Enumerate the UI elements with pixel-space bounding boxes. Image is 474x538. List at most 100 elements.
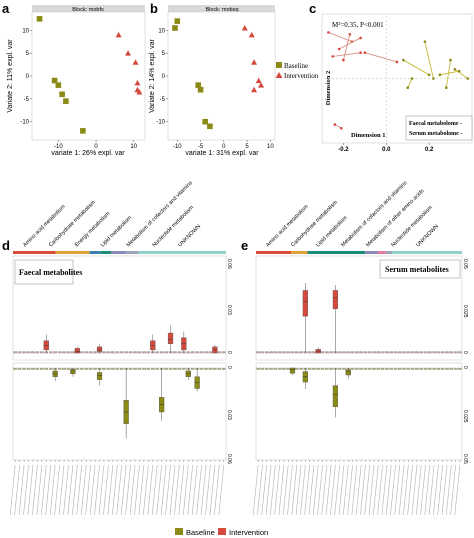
panel-d-xlabel-placeholder-18: [89, 464, 96, 516]
panel-c-legend-serum: Serum metabolome -: [409, 131, 462, 137]
panel-e-xlabel-placeholder-21: [342, 464, 349, 516]
panel-d-top-small-box-32: [155, 351, 159, 354]
panel-c-ylabel: Dimension 2: [325, 71, 332, 106]
legend-ab-intervention-label: Intervention: [284, 72, 319, 80]
panel-e-band-2: [307, 251, 366, 254]
panel-d-top-small-box-39: [186, 351, 191, 354]
panel-e-bottom-small-box-36: [410, 368, 415, 370]
panel-e-xlabel-placeholder-18: [330, 464, 336, 516]
panel-e-top-small-box-29: [380, 351, 385, 354]
panel-e-bottom-small-box-12: [307, 368, 312, 370]
panel-d-top-ytick-0: 0: [226, 351, 232, 354]
panel-d-xlabel-placeholder-17: [85, 464, 91, 516]
panel-e-top-small-box-3: [269, 351, 273, 354]
panel-d-xlabel-placeholder-14: [72, 464, 78, 516]
panel-d-baseline-box-2: [96, 372, 103, 380]
panel-c-legend-faecal: Faecal metabolome -: [409, 121, 462, 127]
panel-e-bottom-small-box-34: [402, 368, 406, 370]
panel-c-point-start-0-0: [402, 58, 405, 62]
panel-b-block-title: Block: mobsq: [205, 7, 238, 13]
panel-a-xtick-label-1: 0: [94, 144, 98, 150]
panel-e-xlabel-placeholder-3: [265, 464, 272, 516]
panel-d-top-ytick-2: 0.06: [226, 259, 232, 269]
panel-d-bottom-small-box-21: [106, 368, 111, 370]
panel-d-top-small-box-33: [159, 351, 164, 354]
panel-a-baseline-point-3: [59, 91, 65, 98]
panel-e-bottom-small-box-1: [260, 368, 265, 370]
panel-d-top-small-box-1: [17, 351, 22, 354]
panel-e-bottom-small-box-10: [299, 368, 303, 370]
panel-e-bottom-small-box-38: [419, 368, 423, 370]
panel-d-xlabel-placeholder-26: [125, 464, 131, 516]
panel-e-category-label-1: Carbohydrate metabolism: [290, 199, 339, 248]
panel-c-segment-1-1: [338, 37, 361, 50]
panel-d-top-small-box-37: [177, 351, 182, 354]
panel-e-xlabel-placeholder-15: [317, 464, 323, 516]
panel-e-bottom-small-box-47: [458, 368, 462, 370]
panel-d-bottom-small-box-8: [48, 368, 53, 370]
legend-bottom-intervention-label: Intervention: [229, 528, 268, 537]
panel-e-band-4: [377, 251, 386, 254]
panel-e-xlabel-placeholder-33: [394, 464, 401, 516]
panel-c-point-start-0-4: [410, 77, 414, 80]
panel-e-xlabel-placeholder-39: [420, 464, 426, 516]
panel-c-legend-box: [405, 115, 473, 141]
panel-e-category-label-0: Amino acid metabolism: [265, 204, 310, 249]
panel-e-top-small-box-45: [449, 351, 453, 354]
panel-d-xlabel-placeholder-47: [218, 464, 225, 516]
panel-d-top-plot: [12, 255, 227, 361]
panel-c-point-end-1-4: [339, 126, 343, 130]
panel-e-top-small-box-27: [372, 351, 376, 354]
panel-e-xlabel-placeholder-16: [321, 464, 328, 516]
panel-e-xlabel-placeholder-34: [398, 464, 405, 516]
panel-c-point-end-0-5: [457, 69, 461, 73]
panel-d-xlabel-placeholder-27: [129, 464, 136, 516]
panel-d-top-small-box-21: [106, 351, 111, 354]
panel-a-ytick-label-0: -10: [20, 120, 29, 126]
panel-e-top-plot: [255, 255, 463, 361]
panel-e-xlabel-placeholder-29: [377, 464, 383, 516]
panel-d-xlabel-placeholder-42: [196, 464, 202, 516]
panel-d-top-small-box-40: [190, 351, 195, 354]
panel-d-xlabel-placeholder-33: [156, 464, 162, 516]
panel-c-point-start-0-2: [449, 58, 452, 62]
panel-d-xlabel-placeholder-34: [160, 464, 167, 516]
panel-d-bottom-small-box-47: [222, 368, 226, 370]
panel-e-bottom-small-box-33: [398, 368, 402, 370]
panel-e-bottom-small-box-27: [372, 368, 376, 370]
panel-d-xlabel-placeholder-4: [27, 464, 34, 516]
panel-d-xlabel-placeholder-5: [32, 464, 38, 516]
panel-e-bottom-small-box-31: [389, 368, 393, 370]
panel-e-top-small-box-23: [355, 351, 359, 354]
panel-letter-c: c: [309, 1, 316, 16]
panel-d-top-small-box-25: [124, 351, 128, 354]
panel-c-point-start-0-1: [423, 40, 427, 43]
panel-d-bottom-small-box-0: [13, 368, 17, 370]
panel-e-bottom-small-box-32: [393, 368, 398, 370]
panel-e-top-ytick-1: 0.025: [462, 305, 468, 318]
panel-d-bottom-small-box-11: [62, 368, 66, 370]
panel-e-bottom-small-box-28: [376, 368, 381, 370]
panel-e-bottom-small-box-16: [325, 368, 329, 370]
panel-b-ytick-label-3: 5: [162, 51, 166, 57]
panel-e-xlabel-placeholder-44: [441, 464, 448, 516]
panel-d-top-small-box-29: [142, 351, 146, 354]
panel-d-bottom-small-box-10: [57, 368, 62, 370]
panel-e-xlabel-placeholder-6: [278, 464, 285, 516]
panel-a-intervention-point-4: [136, 89, 143, 95]
panel-c-point-start-1-1: [337, 47, 341, 51]
panel-d-bottom-small-box-4: [31, 368, 35, 370]
panel-a-ticks: -10 0 10 -10 -5 0 5 10: [20, 28, 137, 150]
panel-d-top-small-box-43: [204, 351, 208, 354]
panel-e-top-small-box-47: [458, 351, 462, 354]
legend-bottom-baseline-swatch: [175, 528, 183, 535]
panel-e-xlabel-placeholder-45: [445, 464, 452, 516]
panel-b-xtick-label-4: 10: [267, 144, 274, 150]
panel-d-intervention-box-4: [167, 332, 174, 345]
panel-e-bottom-small-box-30: [385, 368, 389, 370]
panel-e-top-small-box-21: [346, 351, 350, 354]
panel-e-band-6: [391, 251, 462, 254]
panel-e-xlabel-placeholder-5: [274, 464, 280, 516]
panel-e-xlabel-placeholder-8: [287, 464, 293, 516]
panel-e-xlabel-placeholder-9: [291, 464, 298, 516]
